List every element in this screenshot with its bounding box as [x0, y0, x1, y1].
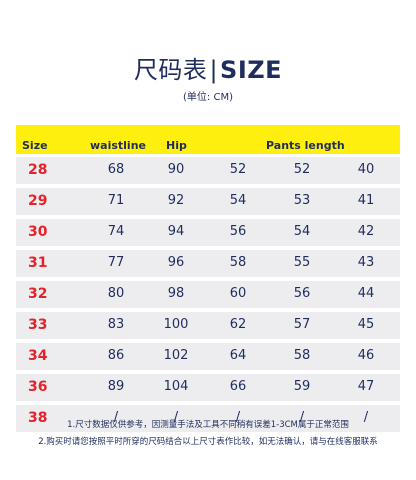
table-header: Size waistline Hip Pants length — [16, 125, 400, 154]
measure-cell: 52 — [229, 162, 247, 177]
title-cn: 尺码表 — [133, 56, 208, 84]
measure-cell: / — [235, 410, 241, 425]
measure-cell: 94 — [167, 224, 185, 239]
measure-cell: / — [173, 410, 179, 425]
title-en: SIZE — [220, 56, 283, 84]
notes: 1.尺寸数据仅供参考，因测量手法及工具不同稍有误差1-3CM属于正常范围 2.购… — [0, 417, 416, 451]
size-cell: 33 — [28, 317, 48, 333]
measure-cell: 57 — [293, 317, 311, 332]
measure-cell: 83 — [107, 317, 125, 332]
title-separator: | — [209, 56, 219, 84]
measure-cell: 44 — [357, 286, 375, 301]
measure-cell: / — [299, 410, 305, 425]
size-cell: 38 — [28, 410, 48, 426]
measure-cell: 47 — [357, 379, 375, 394]
size-cell: 29 — [28, 193, 48, 209]
measure-cell: 74 — [107, 224, 125, 239]
measure-cell: 45 — [357, 317, 375, 332]
measure-cell: 98 — [167, 286, 185, 301]
measure-cell: 54 — [229, 193, 247, 208]
size-cell: 34 — [28, 348, 48, 364]
table-row: 38 / / / / / — [16, 405, 400, 432]
measure-cell: 40 — [357, 162, 375, 177]
measure-cell: 59 — [293, 379, 311, 394]
size-table: Size waistline Hip Pants length 28 68 90 52… — [16, 125, 400, 432]
note-1: 1.尺寸数据仅供参考，因测量手法及工具不同稍有误差1-3CM属于正常范围 — [67, 420, 349, 430]
table-row: 36 89 104 66 59 47 — [16, 374, 400, 401]
header-hip: Hip — [166, 139, 187, 152]
size-cell: 30 — [28, 224, 48, 240]
size-cell: 31 — [28, 255, 48, 271]
measure-cell: / — [363, 410, 369, 425]
table-row: 29 71 92 54 53 41 — [16, 188, 400, 215]
measure-cell: 56 — [229, 224, 247, 239]
table-row: 34 86 102 64 58 46 — [16, 343, 400, 370]
table-row: 33 83 100 62 57 45 — [16, 312, 400, 339]
header-pants-length: Pants length — [266, 139, 345, 152]
measure-cell: 102 — [163, 348, 189, 363]
size-cell: 32 — [28, 286, 48, 302]
measure-cell: 62 — [229, 317, 247, 332]
measure-cell: 100 — [163, 317, 189, 332]
table-body: 28 68 90 52 52 40 29 71 92 54 53 41 30 74 94 56 54 42 31 77… — [16, 157, 400, 432]
measure-cell: 56 — [293, 286, 311, 301]
measure-cell: 89 — [107, 379, 125, 394]
measure-cell: 90 — [167, 162, 185, 177]
table-row: 30 74 94 56 54 42 — [16, 219, 400, 246]
measure-cell: 71 — [107, 193, 125, 208]
measure-cell: 54 — [293, 224, 311, 239]
measure-cell: 96 — [167, 255, 185, 270]
measure-cell: 77 — [107, 255, 125, 270]
measure-cell: 58 — [229, 255, 247, 270]
measure-cell: 41 — [357, 193, 375, 208]
size-cell: 28 — [28, 162, 48, 178]
measure-cell: 80 — [107, 286, 125, 301]
measure-cell: / — [113, 410, 119, 425]
measure-cell: 92 — [167, 193, 185, 208]
measure-cell: 52 — [293, 162, 311, 177]
measure-cell: 60 — [229, 286, 247, 301]
measure-cell: 68 — [107, 162, 125, 177]
measure-cell: 42 — [357, 224, 375, 239]
measure-cell: 66 — [229, 379, 247, 394]
measure-cell: 53 — [293, 193, 311, 208]
measure-cell: 43 — [357, 255, 375, 270]
unit-label: (单位: CM) — [183, 92, 233, 103]
note-2: 2.购买时请您按照平时所穿的尺码结合以上尺寸表作比较，如无法确认，请与在线客服联… — [38, 437, 378, 447]
header-size: Size — [22, 139, 48, 152]
table-row: 32 80 98 60 56 44 — [16, 281, 400, 308]
table-row: 28 68 90 52 52 40 — [16, 157, 400, 184]
measure-cell: 46 — [357, 348, 375, 363]
measure-cell: 58 — [293, 348, 311, 363]
page-title: 尺码表|SIZE — [0, 50, 416, 85]
header-waistline: waistline — [90, 139, 146, 152]
measure-cell: 55 — [293, 255, 311, 270]
table-row: 31 77 96 58 55 43 — [16, 250, 400, 277]
measure-cell: 104 — [163, 379, 189, 394]
size-cell: 36 — [28, 379, 48, 395]
measure-cell: 86 — [107, 348, 125, 363]
measure-cell: 64 — [229, 348, 247, 363]
